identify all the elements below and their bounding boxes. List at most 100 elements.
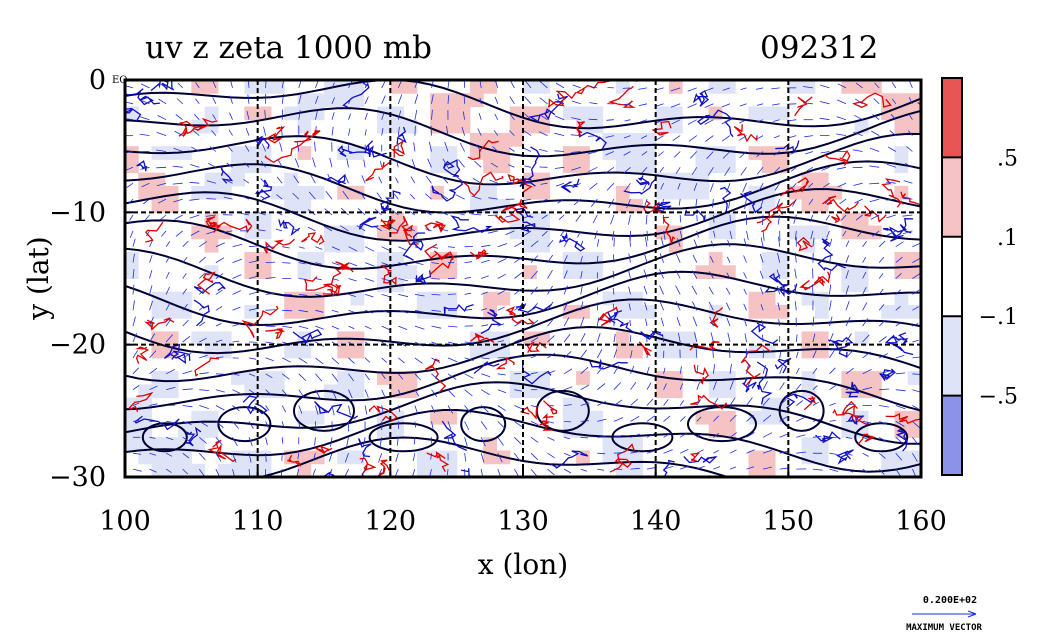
wind-vector [853,131,863,136]
vorticity-fill-cell [284,172,298,187]
wind-vector [199,273,206,279]
wind-vector [756,103,764,106]
wind-vector [530,303,538,311]
wind-vector [547,254,554,263]
wind-vector [796,451,807,454]
wind-vector [211,130,217,136]
wind-vector [727,239,731,247]
wind-vector [659,253,664,263]
vorticity-fill-cell [642,159,657,174]
vorticity-fill-cell [231,463,245,477]
wind-vector [182,273,187,279]
vorticity-fill-cell [642,146,657,160]
vorticity-fill-cell [615,304,630,319]
wind-vector [729,449,737,454]
wind-vector [722,151,731,159]
negative-vorticity-contour [774,357,792,374]
wind-vector [298,389,305,398]
vorticity-fill-cell [682,331,696,346]
wind-vector [331,97,335,104]
wind-vector [206,230,217,235]
wind-vector [641,135,648,139]
wind-vector [172,165,183,168]
vorticity-fill-cell [244,463,259,477]
negative-vorticity-contour [589,358,628,370]
vorticity-fill-cell [814,291,829,306]
wind-vector [364,309,373,314]
wind-vector [156,166,167,169]
wind-vector [895,305,901,311]
wind-vector [215,273,224,279]
wind-vector [662,334,664,343]
wind-vector [232,323,240,327]
vorticity-fill-cell [469,132,484,147]
wind-vector [397,126,400,136]
wind-vector [623,135,631,139]
wind-vector [572,182,581,189]
wind-vector [613,382,621,390]
wind-vector [628,270,631,279]
wind-vector [497,323,505,327]
wind-vector [725,302,731,311]
wind-vector [464,421,470,431]
wind-vector [622,87,631,89]
vorticity-fill-cell [337,238,352,253]
vorticity-fill-cell [244,106,259,121]
wind-vector [348,113,351,120]
wind-vector [293,175,300,184]
vorticity-fill-cell [443,450,458,465]
wind-vector [378,176,383,184]
wind-vector [381,309,391,314]
vorticity-fill-cell [310,93,325,107]
wind-vector [547,421,555,424]
wind-vector [895,321,902,327]
wind-vector [663,230,666,241]
wind-vector [344,174,349,184]
wind-vector [247,94,250,104]
wind-vector [414,294,425,297]
wind-vector [912,452,918,462]
wind-vector [248,437,253,446]
wind-vector [199,405,209,409]
wind-vector [397,373,404,380]
wind-vector [364,96,369,104]
vorticity-fill-cell [297,265,312,279]
positive-vorticity-contour [429,255,454,275]
wind-vector [796,417,805,422]
wind-vector [414,278,425,281]
negative-vorticity-contour [358,216,379,230]
wind-vector [265,405,270,411]
wind-vector [455,194,465,200]
positive-vorticity-contour [832,404,865,425]
vorticity-fill-cell [615,331,630,346]
wind-vector [141,182,150,188]
wind-vector [348,309,355,313]
wind-vector [743,288,747,295]
wind-vector [879,405,889,408]
wind-vector [822,182,830,188]
wind-vector [461,126,465,136]
wind-vector [398,262,408,266]
vorticity-fill-cell [655,119,670,134]
wind-vector [165,286,170,295]
wind-vector [215,306,223,311]
wind-vector [481,357,490,360]
wind-vector [704,119,714,125]
wind-vector [624,119,631,122]
wind-vector [779,398,787,406]
wind-vector [862,452,869,457]
wind-vector [554,166,565,169]
wind-vector [479,81,482,88]
wind-vector [165,302,171,311]
wind-vector [805,151,814,155]
negative-vorticity-contour [513,207,536,233]
height-contour-loop [293,389,355,432]
wind-vector [777,302,781,311]
wind-vector [675,301,681,311]
wind-vector [577,230,582,238]
wind-vector [398,294,409,298]
wind-vector [725,287,731,295]
vorticity-fill-cell [164,304,179,319]
vector-key: 0.200E+02 MAXIMUM VECTOR [906,595,982,633]
vorticity-fill-cell [814,331,829,346]
